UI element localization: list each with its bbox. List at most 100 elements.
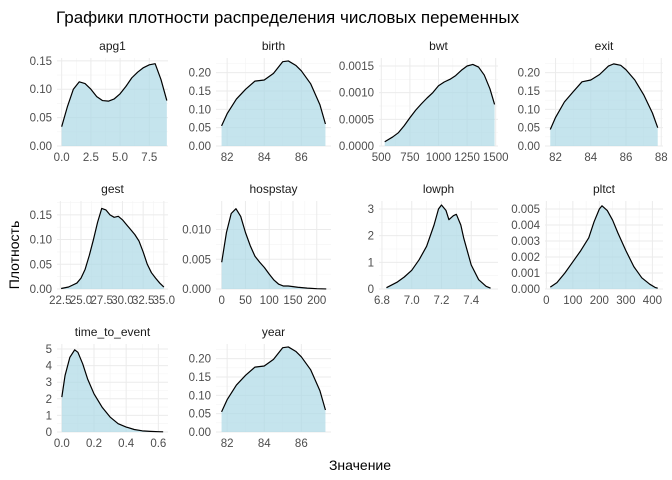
x-tick-label: 0 bbox=[218, 295, 224, 307]
x-axis-title: Значение bbox=[329, 457, 391, 473]
y-tick-label: 0.10 bbox=[189, 390, 211, 402]
x-tick-label: 100 bbox=[260, 295, 279, 307]
y-tick-label: 0.20 bbox=[189, 354, 211, 366]
y-tick-label: 0.010 bbox=[182, 225, 211, 237]
y-tick-label: 1 bbox=[46, 410, 52, 422]
y-tick-label: 0.15 bbox=[518, 86, 540, 98]
density-line-bwt bbox=[384, 63, 496, 143]
density-line-lowph bbox=[386, 204, 491, 289]
y-tick-label: 0.20 bbox=[189, 68, 211, 80]
x-tick-label: 82 bbox=[221, 438, 234, 450]
y-tick-label: 0.000 bbox=[511, 284, 540, 296]
x-tick-label: 22.5 bbox=[49, 295, 71, 307]
facet-strip-label: exit bbox=[595, 39, 614, 53]
y-tick-label: 0.15 bbox=[30, 56, 52, 68]
density-line-apg1 bbox=[61, 63, 168, 127]
y-tick-label: 0.05 bbox=[30, 259, 52, 271]
y-tick-label: 0.15 bbox=[30, 210, 52, 222]
y-tick-label: 0.00 bbox=[189, 141, 211, 153]
x-tick-label: 200 bbox=[307, 295, 326, 307]
y-tick-label: 0.005 bbox=[511, 204, 540, 216]
x-tick-label: 86 bbox=[295, 438, 308, 450]
y-tick-label: 0.15 bbox=[189, 86, 211, 98]
x-tick-label: 82 bbox=[221, 152, 234, 164]
y-tick-label: 0.0000 bbox=[339, 141, 374, 153]
y-tick-label: 0 bbox=[46, 427, 52, 439]
y-tick-label: 0.05 bbox=[189, 409, 211, 421]
x-tick-label: 27.5 bbox=[91, 295, 113, 307]
y-tick-label: 0.00 bbox=[518, 141, 540, 153]
y-tick-label: 2 bbox=[368, 231, 374, 243]
facet-strip-label: apg1 bbox=[99, 39, 126, 53]
y-tick-label: 0.10 bbox=[30, 84, 52, 96]
x-tick-label: 0 bbox=[543, 295, 549, 307]
y-tick-label: 0.0010 bbox=[339, 88, 374, 100]
panel-apg1: 0.0 2.5 5.0 7.5 0.00 0.05 0.10 0.15 apg1 bbox=[30, 39, 168, 164]
x-tick-label: 86 bbox=[620, 152, 633, 164]
panel-gest: 22.525.027.530.032.535.0 0.00 0.05 0.10 0.15… bbox=[30, 182, 175, 307]
panel-year: 82 84 86 0.00 0.05 0.10 0.15 0.20 year bbox=[189, 325, 331, 450]
facet-strip-label: bwt bbox=[429, 39, 448, 53]
y-tick-label: 0.00 bbox=[30, 141, 52, 153]
y-tick-label: 0.05 bbox=[518, 123, 540, 135]
y-tick-label: 5 bbox=[46, 344, 52, 356]
density-line-year bbox=[221, 346, 327, 413]
y-tick-label: 0.0005 bbox=[339, 114, 374, 126]
density-area-hospstay bbox=[221, 208, 327, 289]
x-tick-label: 0.4 bbox=[118, 438, 135, 450]
x-tick-label: 5.0 bbox=[112, 152, 128, 164]
facet-strip-label: lowph bbox=[423, 182, 454, 196]
density-line-exit bbox=[549, 63, 659, 130]
y-tick-label: 0.004 bbox=[511, 220, 540, 232]
x-tick-label: 25.0 bbox=[70, 295, 92, 307]
x-tick-label: 150 bbox=[283, 295, 302, 307]
x-tick-label: 84 bbox=[584, 152, 597, 164]
panel-pltct: 0 100 200 300 400 0.000 0.001 0.002 0.003 0.004 0.… bbox=[511, 182, 663, 307]
y-tick-label: 0.005 bbox=[182, 254, 211, 266]
facet-strip-label: gest bbox=[101, 182, 124, 196]
facet-strip-label: pltct bbox=[593, 182, 616, 196]
panel-birth: 82 84 86 0.00 0.05 0.10 0.15 0.20 birth bbox=[189, 39, 331, 164]
density-area-pltct bbox=[550, 205, 658, 289]
x-tick-label: 6.8 bbox=[374, 295, 390, 307]
x-tick-label: 7.2 bbox=[433, 295, 449, 307]
x-tick-label: 300 bbox=[616, 295, 635, 307]
x-tick-label: 86 bbox=[295, 152, 308, 164]
y-tick-label: 0.00 bbox=[30, 284, 52, 296]
y-tick-label: 0.10 bbox=[189, 104, 211, 116]
density-area-gest bbox=[61, 208, 164, 289]
x-tick-label: 7.4 bbox=[463, 295, 480, 307]
facet-strip-label: time_to_event bbox=[75, 325, 151, 339]
x-tick-label: 82 bbox=[549, 152, 562, 164]
y-tick-label: 4 bbox=[46, 361, 53, 373]
x-tick-label: 200 bbox=[590, 295, 609, 307]
density-area-bwt bbox=[384, 64, 495, 146]
x-tick-label: 35.0 bbox=[153, 295, 175, 307]
facet-strip-label: hospstay bbox=[249, 182, 297, 196]
panel-hospstay: 0 50 100 150 200 0.000 0.005 0.010 hospstay bbox=[182, 182, 331, 307]
x-tick-label: 0.0 bbox=[54, 152, 70, 164]
x-tick-label: 84 bbox=[258, 152, 271, 164]
y-tick-label: 0.001 bbox=[511, 268, 540, 280]
y-tick-label: 0.002 bbox=[511, 252, 540, 264]
panel-bwt: 500 750 1000 1250 1500 0.0000 0.0005 0.0010 0.00… bbox=[339, 39, 509, 164]
x-tick-label: 1000 bbox=[426, 152, 452, 164]
density-area-exit bbox=[550, 63, 658, 147]
y-tick-label: 0.15 bbox=[189, 372, 211, 384]
y-tick-label: 0.10 bbox=[518, 104, 540, 116]
y-tick-label: 0.20 bbox=[518, 68, 540, 80]
y-tick-label: 0.0015 bbox=[339, 61, 374, 73]
density-area-lowph bbox=[386, 205, 491, 289]
x-tick-label: 7.5 bbox=[141, 152, 157, 164]
y-tick-label: 1 bbox=[368, 257, 374, 269]
density-area-time_to_event bbox=[61, 349, 164, 432]
y-tick-label: 3 bbox=[46, 377, 52, 389]
y-tick-label: 0.003 bbox=[511, 236, 540, 248]
y-axis-title: Плотность bbox=[6, 221, 22, 290]
x-tick-label: 1250 bbox=[454, 152, 480, 164]
y-tick-label: 0.05 bbox=[30, 113, 52, 125]
panel-lowph: 6.8 7.0 7.2 7.4 0 1 2 3 lowph bbox=[368, 182, 498, 307]
density-line-birth bbox=[221, 60, 327, 127]
x-tick-label: 88 bbox=[655, 152, 668, 164]
